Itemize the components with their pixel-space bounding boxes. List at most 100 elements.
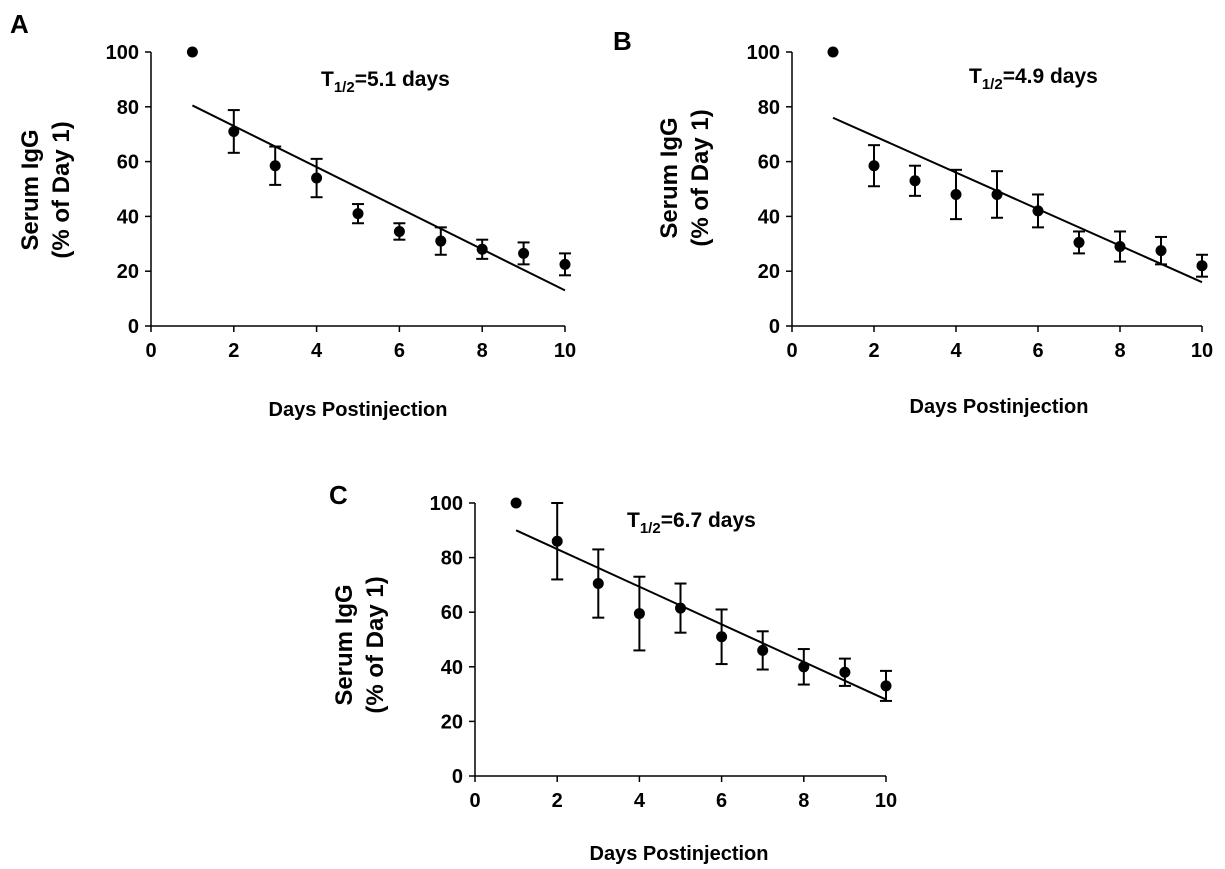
half-life-symbol: T — [321, 68, 334, 91]
x-axis-title: Days Postinjection — [590, 843, 769, 865]
y-tick-label: 20 — [441, 711, 463, 733]
data-point — [675, 602, 686, 614]
y-tick-label: 60 — [758, 152, 780, 174]
data-point — [1196, 260, 1208, 272]
half-life-subscript: 1/2 — [640, 520, 661, 537]
data-point — [352, 208, 364, 220]
y-axis-title: Serum IgG (% of Day 1) — [17, 121, 75, 258]
data-point — [950, 188, 962, 200]
y-tick-label: 80 — [117, 97, 139, 119]
y-tick-label: 100 — [747, 42, 780, 64]
y-tick-label: 40 — [441, 657, 463, 679]
y-axis-title-line: Serum IgG — [331, 584, 358, 705]
x-tick-label: 6 — [716, 790, 727, 812]
y-tick-label: 80 — [441, 548, 463, 570]
x-tick-label: 2 — [868, 340, 879, 362]
y-axis-title: Serum IgG (% of Day 1) — [331, 576, 389, 713]
y-axis-title-line: Serum IgG — [17, 129, 44, 250]
panel-label: B — [613, 26, 632, 56]
x-tick-label: 4 — [950, 340, 962, 362]
x-tick-label: 2 — [552, 790, 563, 812]
data-point — [991, 188, 1003, 200]
x-tick-label: 10 — [1191, 340, 1213, 362]
data-point — [269, 160, 281, 172]
chart-panel-a: A 0 20 40 60 80 100 0 2 4 6 8 10 Days Postinjection Se… — [10, 9, 576, 421]
data-point — [311, 172, 323, 184]
y-axis-title-line: (% of Day 1) — [48, 121, 75, 258]
data-point — [186, 46, 198, 58]
data-point — [798, 661, 810, 673]
x-tick-label: 8 — [1114, 340, 1125, 362]
panel-label: A — [10, 9, 29, 39]
y-tick-label: 0 — [452, 766, 463, 788]
half-life-value: =5.1 days — [355, 68, 450, 91]
data-point — [839, 666, 851, 678]
half-life-annotation: T1/2=4.9 days — [969, 65, 1098, 93]
data-point — [633, 608, 645, 620]
x-tick-label: 0 — [786, 340, 797, 362]
y-axis-title: Serum IgG (% of Day 1) — [656, 109, 714, 246]
y-tick-label: 100 — [106, 42, 139, 64]
data-point — [476, 243, 488, 255]
data-point — [559, 258, 571, 270]
y-axis-title-line: (% of Day 1) — [687, 109, 714, 246]
data-point — [1114, 241, 1126, 253]
data-point — [880, 680, 892, 692]
y-axis-title-line: (% of Day 1) — [362, 576, 389, 713]
y-axis-title-line: Serum IgG — [656, 117, 683, 238]
y-tick-label: 80 — [758, 97, 780, 119]
half-life-subscript: 1/2 — [982, 76, 1003, 93]
x-tick-label: 10 — [554, 340, 576, 362]
x-tick-label: 8 — [477, 340, 488, 362]
half-life-symbol: T — [627, 509, 640, 532]
y-tick-label: 0 — [769, 316, 780, 338]
data-point — [757, 644, 769, 656]
y-tick-label: 60 — [441, 602, 463, 624]
x-tick-label: 4 — [634, 790, 646, 812]
data-point — [393, 225, 405, 237]
data-point — [228, 125, 240, 137]
data-point — [1155, 245, 1167, 257]
half-life-value: =6.7 days — [661, 509, 756, 532]
y-tick-label: 40 — [117, 206, 139, 228]
x-tick-label: 6 — [1032, 340, 1043, 362]
data-point — [435, 235, 447, 247]
x-tick-label: 10 — [875, 790, 897, 812]
fit-line — [191, 104, 566, 292]
data-point — [518, 247, 530, 259]
fit-line — [515, 529, 887, 701]
half-life-subscript: 1/2 — [334, 79, 355, 96]
x-tick-label: 0 — [145, 340, 156, 362]
data-point — [1073, 236, 1085, 248]
data-point — [827, 46, 839, 58]
x-tick-label: 2 — [228, 340, 239, 362]
data-point — [1032, 205, 1044, 217]
fit-line — [832, 116, 1203, 284]
data-point — [592, 578, 604, 590]
x-tick-label: 6 — [394, 340, 405, 362]
y-tick-label: 0 — [128, 316, 139, 338]
half-life-annotation: T1/2=6.7 days — [627, 509, 756, 537]
x-tick-label: 8 — [798, 790, 809, 812]
half-life-symbol: T — [969, 65, 982, 88]
data-point — [716, 631, 728, 643]
y-tick-label: 60 — [117, 152, 139, 174]
data-point — [909, 175, 921, 187]
half-life-annotation: T1/2=5.1 days — [321, 68, 450, 96]
x-tick-label: 4 — [311, 340, 323, 362]
chart-panel-b: B 0 20 40 60 80 100 0 2 4 6 8 10 Days Postinjection Se… — [613, 26, 1213, 418]
x-tick-label: 0 — [469, 790, 480, 812]
y-tick-label: 20 — [117, 261, 139, 283]
panel-label: C — [329, 480, 348, 510]
chart-panel-c: C 0 20 40 60 80 100 0 2 4 6 8 10 Days Postinjection Se… — [329, 480, 897, 865]
y-tick-label: 20 — [758, 261, 780, 283]
data-point — [868, 160, 880, 172]
y-tick-label: 40 — [758, 206, 780, 228]
x-axis-title: Days Postinjection — [910, 396, 1089, 418]
data-point — [510, 497, 522, 509]
x-axis-title: Days Postinjection — [269, 399, 448, 421]
y-tick-label: 100 — [430, 493, 463, 515]
data-point — [551, 535, 563, 547]
half-life-value: =4.9 days — [1003, 65, 1098, 88]
